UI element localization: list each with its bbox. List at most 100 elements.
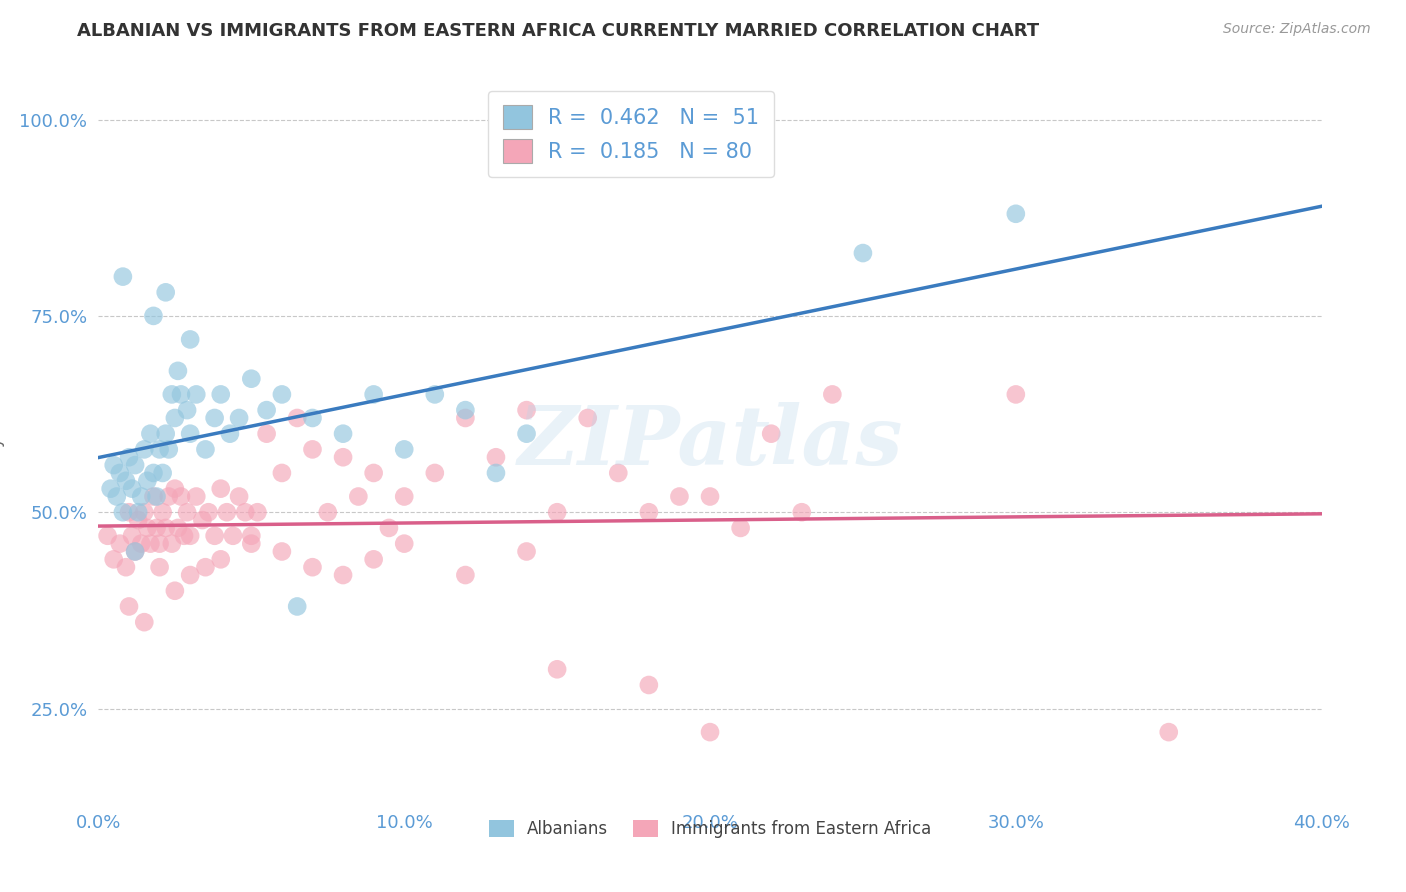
Point: [111, 505, 134, 519]
Point: [301, 560, 323, 574]
Point: [134, 615, 156, 630]
Point: [108, 536, 131, 550]
Point: [285, 411, 308, 425]
Point: [209, 387, 232, 401]
Point: [285, 599, 308, 614]
Point: [149, 442, 172, 457]
Text: ALBANIAN VS IMMIGRANTS FROM EASTERN AFRICA CURRENTLY MARRIED CORRELATION CHART: ALBANIAN VS IMMIGRANTS FROM EASTERN AFRI…: [77, 22, 1039, 40]
Point: [149, 560, 172, 574]
Point: [142, 309, 165, 323]
Point: [179, 426, 201, 441]
Point: [240, 372, 263, 386]
Point: [759, 426, 782, 441]
Point: [546, 662, 568, 676]
Point: [423, 466, 446, 480]
Point: [155, 285, 177, 300]
Point: [157, 490, 180, 504]
Point: [167, 521, 190, 535]
Point: [197, 505, 219, 519]
Point: [142, 466, 165, 480]
Point: [157, 442, 180, 457]
Point: [103, 458, 125, 472]
Point: [454, 411, 477, 425]
Point: [332, 450, 354, 465]
Point: [790, 505, 813, 519]
Point: [209, 552, 232, 566]
Text: ZIPatlas: ZIPatlas: [517, 401, 903, 482]
Point: [233, 505, 256, 519]
Point: [105, 490, 128, 504]
Point: [139, 536, 162, 550]
Point: [142, 490, 165, 504]
Point: [186, 490, 208, 504]
Point: [730, 521, 752, 535]
Point: [129, 536, 152, 550]
Point: [194, 442, 217, 457]
Point: [191, 513, 214, 527]
Point: [179, 529, 201, 543]
Point: [852, 246, 875, 260]
Point: [136, 521, 159, 535]
Point: [363, 466, 385, 480]
Point: [97, 529, 120, 543]
Point: [100, 482, 122, 496]
Point: [637, 678, 661, 692]
Point: [215, 505, 238, 519]
Point: [111, 269, 134, 284]
Point: [118, 450, 141, 465]
Point: [124, 458, 146, 472]
Point: [576, 411, 599, 425]
Point: [167, 364, 190, 378]
Point: [270, 466, 292, 480]
Point: [204, 411, 226, 425]
Point: [179, 568, 201, 582]
Point: [1004, 207, 1026, 221]
Point: [246, 505, 269, 519]
Point: [145, 521, 167, 535]
Point: [423, 387, 446, 401]
Point: [1157, 725, 1180, 739]
Point: [124, 544, 146, 558]
Point: [240, 536, 263, 550]
Point: [316, 505, 339, 519]
Y-axis label: Currently Married: Currently Married: [0, 368, 6, 515]
Point: [139, 426, 162, 441]
Point: [173, 529, 195, 543]
Point: [270, 387, 292, 401]
Point: [127, 505, 149, 519]
Point: [152, 466, 174, 480]
Point: [485, 466, 508, 480]
Point: [392, 442, 416, 457]
Point: [145, 490, 167, 504]
Point: [256, 426, 278, 441]
Point: [121, 482, 143, 496]
Point: [108, 466, 131, 480]
Point: [219, 426, 242, 441]
Point: [347, 490, 370, 504]
Point: [163, 583, 186, 598]
Point: [124, 544, 146, 558]
Point: [163, 411, 186, 425]
Point: [118, 505, 141, 519]
Point: [454, 403, 477, 417]
Point: [392, 536, 416, 550]
Point: [149, 536, 172, 550]
Point: [129, 490, 152, 504]
Point: [160, 536, 183, 550]
Point: [134, 442, 156, 457]
Point: [256, 403, 278, 417]
Point: [378, 521, 401, 535]
Point: [176, 505, 198, 519]
Point: [392, 490, 416, 504]
Point: [176, 403, 198, 417]
Point: [516, 426, 538, 441]
Legend: Albanians, Immigrants from Eastern Africa: Albanians, Immigrants from Eastern Afric…: [482, 814, 938, 845]
Point: [363, 552, 385, 566]
Point: [240, 529, 263, 543]
Point: [454, 568, 477, 582]
Point: [332, 426, 354, 441]
Point: [222, 529, 245, 543]
Point: [228, 490, 250, 504]
Point: [127, 513, 149, 527]
Point: [179, 333, 201, 347]
